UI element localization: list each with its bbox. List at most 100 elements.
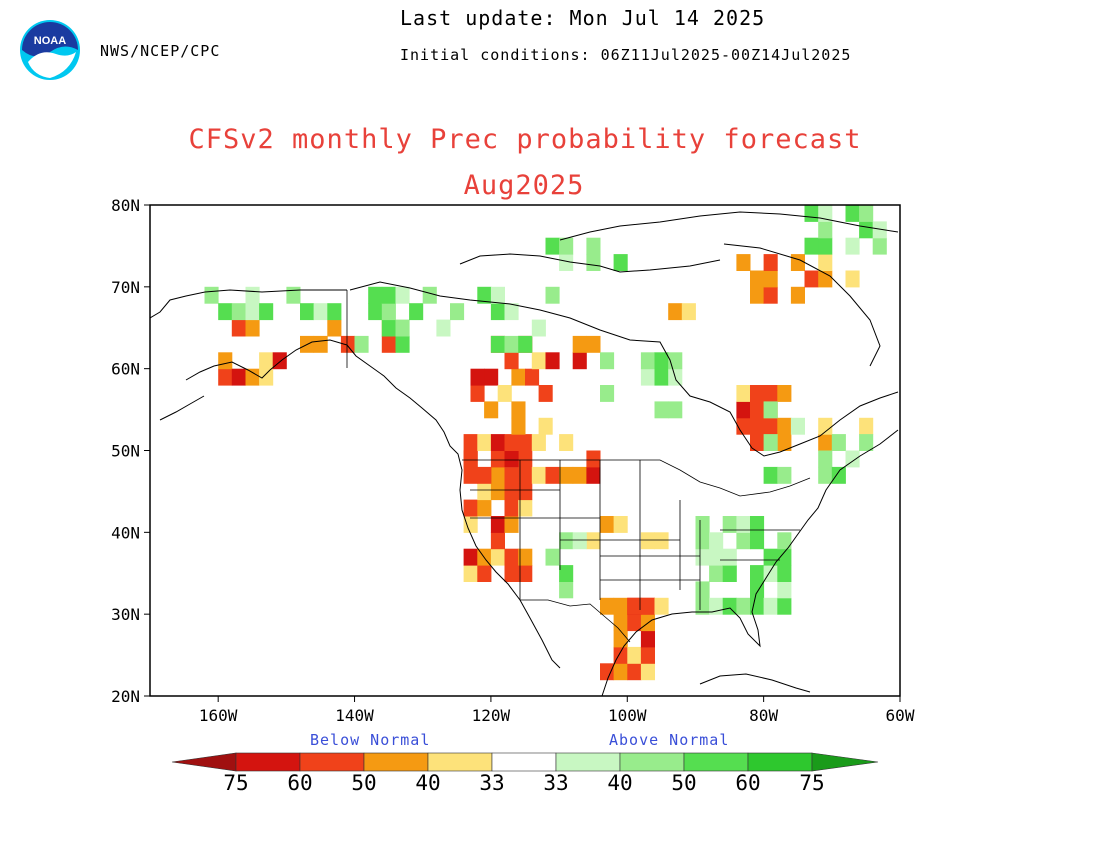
probability-cell [477, 286, 492, 304]
coastline-north [349, 211, 899, 457]
coastline-west [150, 289, 561, 669]
lat-tick-label: 80N [111, 196, 140, 215]
probability-cell [484, 368, 499, 386]
probability-cell [409, 303, 424, 321]
probability-cell [395, 286, 410, 304]
legend-value: 40 [415, 771, 441, 795]
probability-cell [518, 548, 533, 566]
probability-cell [804, 237, 819, 255]
lat-tick-label: 30N [111, 605, 140, 624]
probability-cell [511, 401, 526, 419]
probability-cell [818, 254, 833, 271]
probability-cell [750, 385, 765, 402]
legend-value: 75 [223, 771, 249, 795]
probability-cell [613, 614, 628, 632]
probability-cell [259, 352, 274, 370]
probability-cell [470, 385, 485, 402]
probability-cell [709, 565, 724, 582]
probability-cell [750, 597, 765, 615]
probability-cell [763, 597, 778, 615]
probability-cell [831, 434, 846, 451]
legend-swatch [491, 752, 557, 772]
probability-cell [750, 401, 765, 419]
probability-cell [538, 417, 553, 435]
probability-cell [640, 532, 655, 550]
probability-cell [490, 483, 505, 501]
probability-cell [559, 254, 574, 271]
legend-swatch [683, 752, 749, 772]
probability-cell [790, 286, 805, 304]
probability-cell [695, 581, 710, 599]
legend-below-normal-label: Below Normal [310, 731, 431, 749]
probability-cell [763, 565, 778, 582]
probability-cell [463, 434, 478, 451]
probability-cell [654, 352, 669, 370]
probability-cell [545, 286, 560, 304]
probability-cell [286, 286, 301, 304]
probability-cell [654, 532, 669, 550]
probability-cell [763, 548, 778, 566]
probability-cell [790, 417, 805, 435]
probability-cell [504, 303, 519, 321]
probability-cell [777, 434, 792, 451]
probability-cell [518, 565, 533, 582]
probability-cell [545, 548, 560, 566]
probability-cell [736, 532, 751, 550]
probability-cell [504, 548, 519, 566]
probability-cell [777, 466, 792, 484]
legend-value: 75 [799, 771, 825, 795]
probability-cell [600, 385, 615, 402]
probability-cell [525, 368, 540, 386]
probability-cell [572, 352, 587, 370]
probability-cell [559, 237, 574, 255]
probability-cell [750, 532, 765, 550]
probability-cell [777, 385, 792, 402]
probability-cell [559, 434, 574, 451]
probability-cell [845, 237, 860, 255]
probability-cell [538, 385, 553, 402]
coastline-east [601, 429, 899, 696]
border-us-mexico [520, 599, 631, 643]
legend-swatch [747, 752, 813, 772]
probability-cell [245, 303, 260, 321]
probability-cell [259, 303, 274, 321]
probability-cell [736, 254, 751, 271]
probability-cell [763, 466, 778, 484]
probability-cell [477, 499, 492, 517]
probability-cell [572, 532, 587, 550]
probability-cell [627, 646, 642, 664]
legend-above-normal-label: Above Normal [609, 731, 730, 749]
probability-cell [477, 483, 492, 501]
probability-cell [545, 466, 560, 484]
lon-tick-label: 100W [608, 706, 647, 725]
probability-cell [818, 237, 833, 255]
probability-cell [668, 303, 683, 321]
probability-cell [763, 254, 778, 271]
probability-cell [872, 221, 887, 239]
probability-cell [845, 205, 860, 222]
probability-cell [750, 270, 765, 288]
probability-cell [804, 205, 819, 222]
probability-cell [763, 286, 778, 304]
probability-cell [395, 319, 410, 337]
probability-cell [600, 663, 615, 681]
organization-label: NWS/NCEP/CPC [100, 42, 221, 60]
probability-cell [818, 466, 833, 484]
probability-cell [490, 434, 505, 451]
probability-cell [231, 303, 246, 321]
probability-cell [531, 466, 546, 484]
probability-cell [709, 532, 724, 550]
probability-cell [600, 516, 615, 533]
probability-cell [872, 237, 887, 255]
probability-cell [750, 286, 765, 304]
probability-cell [422, 286, 437, 304]
probability-cell [518, 466, 533, 484]
probability-cell [859, 434, 874, 451]
noaa-logo: NOAA [20, 20, 80, 80]
probability-cell [654, 401, 669, 419]
probability-cell [511, 368, 526, 386]
probability-cell [218, 352, 233, 370]
probability-cell [750, 565, 765, 582]
probability-cell [750, 434, 765, 451]
